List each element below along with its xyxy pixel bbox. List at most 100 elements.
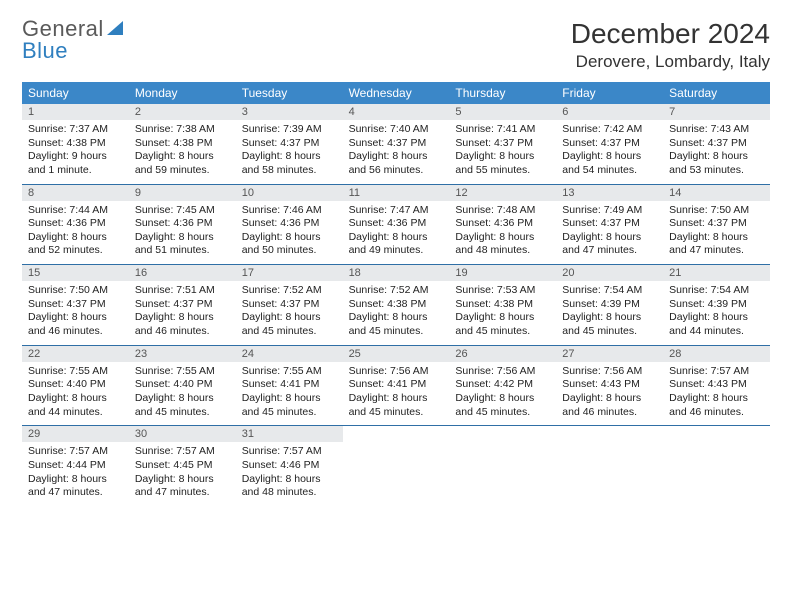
daylight-text: and 49 minutes. <box>349 244 444 258</box>
day-content: Sunrise: 7:57 AMSunset: 4:45 PMDaylight:… <box>129 442 236 506</box>
daylight-text: Daylight: 8 hours <box>242 150 337 164</box>
day-cell: 31Sunrise: 7:57 AMSunset: 4:46 PMDayligh… <box>236 426 343 506</box>
day-number: 13 <box>556 185 663 201</box>
day-cell <box>663 426 770 506</box>
day-cell: 8Sunrise: 7:44 AMSunset: 4:36 PMDaylight… <box>22 185 129 265</box>
sunrise-text: Sunrise: 7:51 AM <box>135 284 230 298</box>
sunset-text: Sunset: 4:36 PM <box>349 217 444 231</box>
sunset-text: Sunset: 4:39 PM <box>562 298 657 312</box>
daylight-text: Daylight: 8 hours <box>135 231 230 245</box>
daylight-text: Daylight: 8 hours <box>669 392 764 406</box>
sunrise-text: Sunrise: 7:37 AM <box>28 123 123 137</box>
daylight-text: and 47 minutes. <box>562 244 657 258</box>
day-cell: 3Sunrise: 7:39 AMSunset: 4:37 PMDaylight… <box>236 104 343 184</box>
day-content: Sunrise: 7:48 AMSunset: 4:36 PMDaylight:… <box>449 201 556 265</box>
day-content: Sunrise: 7:45 AMSunset: 4:36 PMDaylight:… <box>129 201 236 265</box>
day-number: 16 <box>129 265 236 281</box>
day-number: 3 <box>236 104 343 120</box>
day-content: Sunrise: 7:39 AMSunset: 4:37 PMDaylight:… <box>236 120 343 184</box>
daylight-text: Daylight: 8 hours <box>562 311 657 325</box>
daylight-text: and 47 minutes. <box>135 486 230 500</box>
sunset-text: Sunset: 4:36 PM <box>455 217 550 231</box>
day-cell: 18Sunrise: 7:52 AMSunset: 4:38 PMDayligh… <box>343 265 450 345</box>
day-content: Sunrise: 7:55 AMSunset: 4:40 PMDaylight:… <box>129 362 236 426</box>
day-number: 31 <box>236 426 343 442</box>
daylight-text: Daylight: 8 hours <box>669 311 764 325</box>
day-cell: 13Sunrise: 7:49 AMSunset: 4:37 PMDayligh… <box>556 185 663 265</box>
sunrise-text: Sunrise: 7:40 AM <box>349 123 444 137</box>
daylight-text: Daylight: 8 hours <box>135 311 230 325</box>
sunset-text: Sunset: 4:37 PM <box>242 137 337 151</box>
sunset-text: Sunset: 4:37 PM <box>242 298 337 312</box>
day-cell: 20Sunrise: 7:54 AMSunset: 4:39 PMDayligh… <box>556 265 663 345</box>
sunrise-text: Sunrise: 7:50 AM <box>28 284 123 298</box>
day-number: 9 <box>129 185 236 201</box>
brand-word-1: General <box>22 18 104 40</box>
day-content: Sunrise: 7:42 AMSunset: 4:37 PMDaylight:… <box>556 120 663 184</box>
day-cell <box>343 426 450 506</box>
day-cell: 2Sunrise: 7:38 AMSunset: 4:38 PMDaylight… <box>129 104 236 184</box>
day-header-mon: Monday <box>129 82 236 104</box>
page-title: December 2024 <box>571 18 770 50</box>
day-number: 23 <box>129 346 236 362</box>
daylight-text: and 45 minutes. <box>242 325 337 339</box>
sunset-text: Sunset: 4:36 PM <box>28 217 123 231</box>
daylight-text: and 45 minutes. <box>242 406 337 420</box>
day-content: Sunrise: 7:46 AMSunset: 4:36 PMDaylight:… <box>236 201 343 265</box>
daylight-text: and 56 minutes. <box>349 164 444 178</box>
daylight-text: Daylight: 8 hours <box>562 150 657 164</box>
day-number: 20 <box>556 265 663 281</box>
calendar: Sunday Monday Tuesday Wednesday Thursday… <box>22 82 770 506</box>
day-number: 28 <box>663 346 770 362</box>
day-number: 11 <box>343 185 450 201</box>
day-content: Sunrise: 7:55 AMSunset: 4:41 PMDaylight:… <box>236 362 343 426</box>
day-number: 2 <box>129 104 236 120</box>
daylight-text: and 45 minutes. <box>455 406 550 420</box>
day-number: 12 <box>449 185 556 201</box>
day-cell: 27Sunrise: 7:56 AMSunset: 4:43 PMDayligh… <box>556 346 663 426</box>
daylight-text: Daylight: 8 hours <box>349 231 444 245</box>
sunrise-text: Sunrise: 7:45 AM <box>135 204 230 218</box>
day-content: Sunrise: 7:37 AMSunset: 4:38 PMDaylight:… <box>22 120 129 184</box>
sunset-text: Sunset: 4:36 PM <box>135 217 230 231</box>
day-cell <box>449 426 556 506</box>
day-content: Sunrise: 7:51 AMSunset: 4:37 PMDaylight:… <box>129 281 236 345</box>
day-header-row: Sunday Monday Tuesday Wednesday Thursday… <box>22 82 770 104</box>
day-cell: 28Sunrise: 7:57 AMSunset: 4:43 PMDayligh… <box>663 346 770 426</box>
sunrise-text: Sunrise: 7:38 AM <box>135 123 230 137</box>
sunrise-text: Sunrise: 7:39 AM <box>242 123 337 137</box>
day-content: Sunrise: 7:52 AMSunset: 4:37 PMDaylight:… <box>236 281 343 345</box>
sunset-text: Sunset: 4:45 PM <box>135 459 230 473</box>
sunrise-text: Sunrise: 7:41 AM <box>455 123 550 137</box>
daylight-text: Daylight: 8 hours <box>28 392 123 406</box>
daylight-text: Daylight: 8 hours <box>669 231 764 245</box>
day-content: Sunrise: 7:53 AMSunset: 4:38 PMDaylight:… <box>449 281 556 345</box>
day-header-thu: Thursday <box>449 82 556 104</box>
day-content: Sunrise: 7:54 AMSunset: 4:39 PMDaylight:… <box>663 281 770 345</box>
day-content: Sunrise: 7:55 AMSunset: 4:40 PMDaylight:… <box>22 362 129 426</box>
daylight-text: and 58 minutes. <box>242 164 337 178</box>
day-content: Sunrise: 7:56 AMSunset: 4:43 PMDaylight:… <box>556 362 663 426</box>
daylight-text: and 46 minutes. <box>669 406 764 420</box>
day-number: 15 <box>22 265 129 281</box>
sunset-text: Sunset: 4:37 PM <box>669 137 764 151</box>
daylight-text: Daylight: 8 hours <box>135 150 230 164</box>
daylight-text: Daylight: 8 hours <box>349 150 444 164</box>
sunset-text: Sunset: 4:41 PM <box>349 378 444 392</box>
day-content: Sunrise: 7:43 AMSunset: 4:37 PMDaylight:… <box>663 120 770 184</box>
daylight-text: and 44 minutes. <box>669 325 764 339</box>
daylight-text: Daylight: 8 hours <box>455 392 550 406</box>
day-content: Sunrise: 7:49 AMSunset: 4:37 PMDaylight:… <box>556 201 663 265</box>
day-content: Sunrise: 7:57 AMSunset: 4:44 PMDaylight:… <box>22 442 129 506</box>
sunset-text: Sunset: 4:38 PM <box>28 137 123 151</box>
day-number: 10 <box>236 185 343 201</box>
sunset-text: Sunset: 4:37 PM <box>562 217 657 231</box>
day-header-sun: Sunday <box>22 82 129 104</box>
sunset-text: Sunset: 4:37 PM <box>135 298 230 312</box>
daylight-text: Daylight: 8 hours <box>562 231 657 245</box>
daylight-text: and 46 minutes. <box>135 325 230 339</box>
day-cell: 29Sunrise: 7:57 AMSunset: 4:44 PMDayligh… <box>22 426 129 506</box>
daylight-text: Daylight: 8 hours <box>455 150 550 164</box>
day-number: 17 <box>236 265 343 281</box>
day-number: 14 <box>663 185 770 201</box>
